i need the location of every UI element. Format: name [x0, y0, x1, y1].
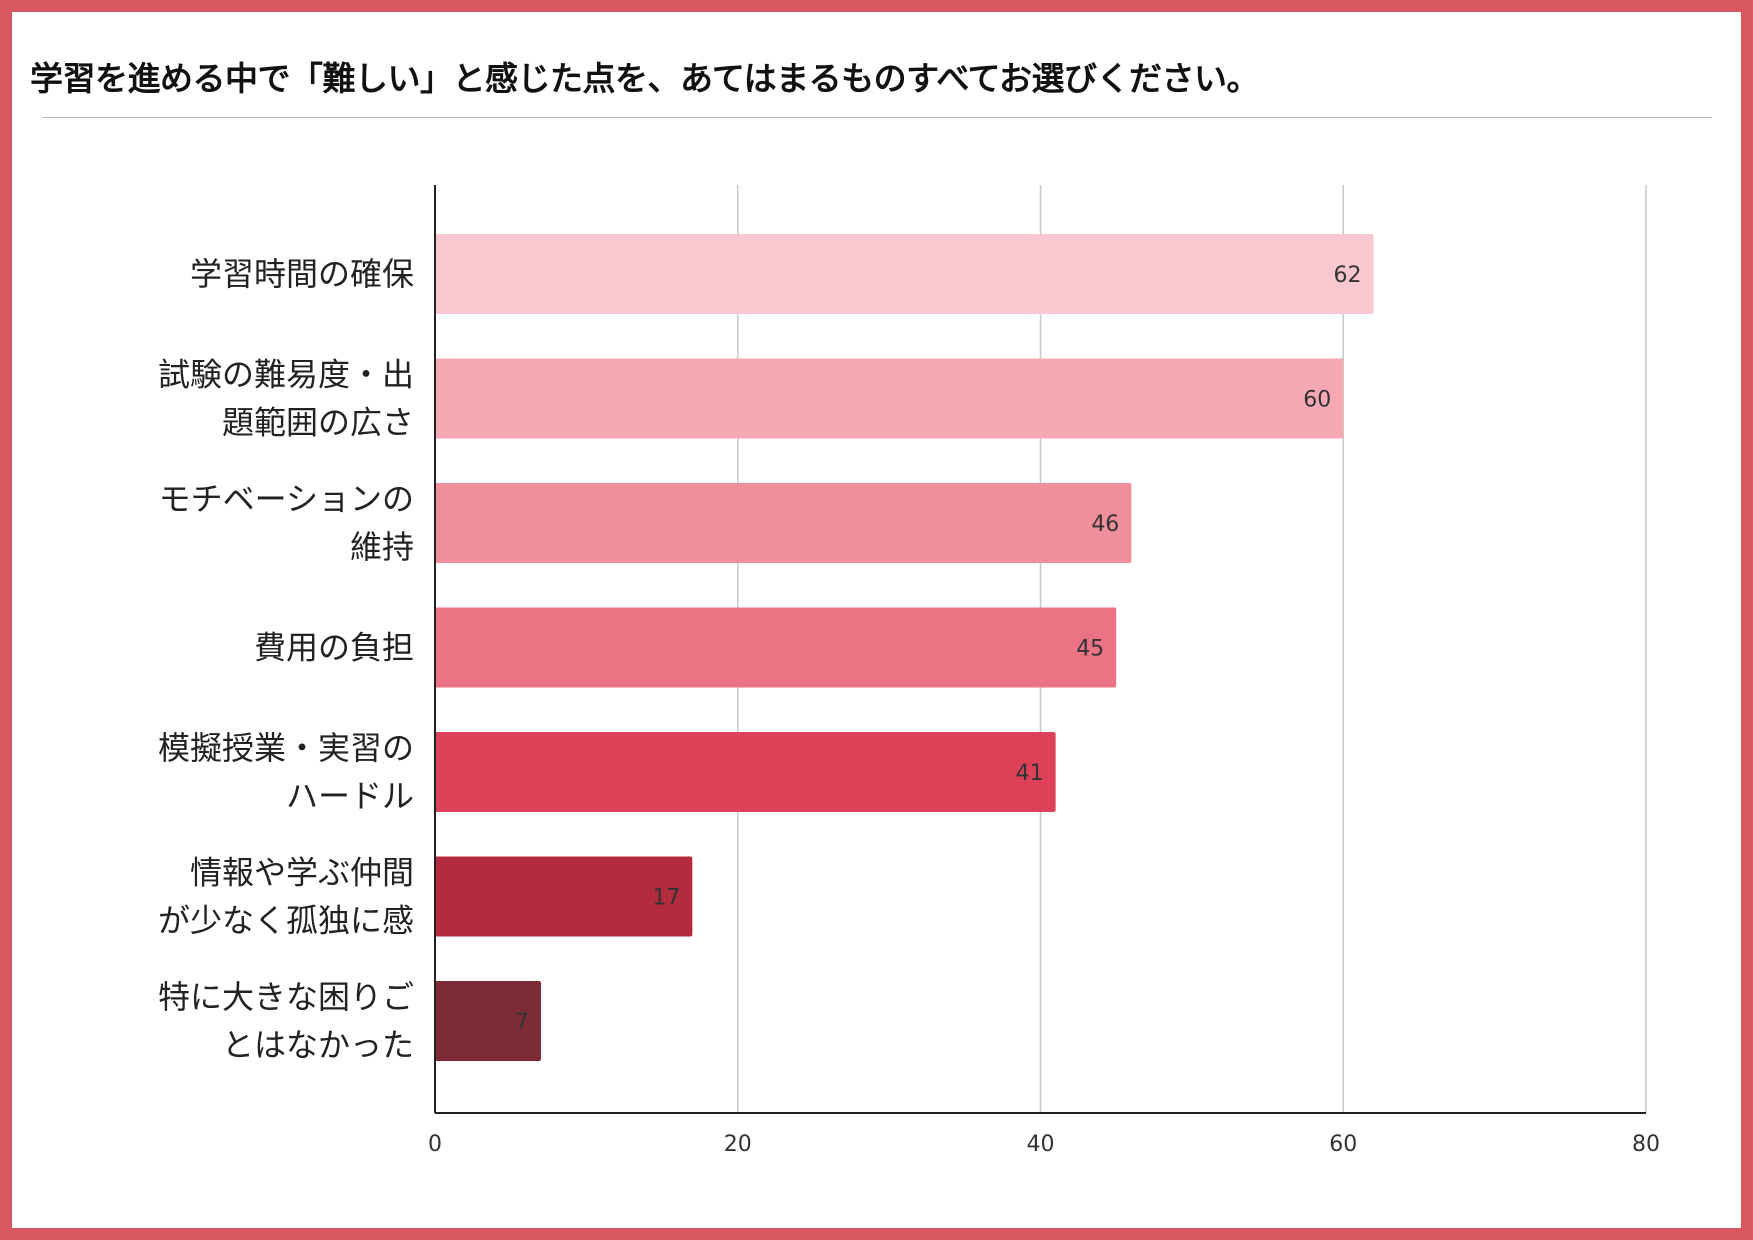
data-label: 41	[1016, 761, 1044, 786]
category-label: 学習時間の確保	[190, 255, 414, 293]
bar	[435, 981, 541, 1061]
x-tick-label: 80	[1632, 1132, 1660, 1157]
bar	[435, 607, 1117, 688]
data-label: 45	[1076, 637, 1104, 662]
category-label: 情報や学ぶ仲間	[190, 854, 414, 892]
bar	[435, 483, 1132, 563]
category-label: が少なく孤独に感	[158, 902, 414, 940]
bar	[435, 234, 1374, 314]
tick-labels: 0 20 40 60 80	[428, 1132, 1660, 1157]
category-label: モチベーションの	[159, 480, 414, 518]
data-label: 17	[652, 886, 680, 911]
x-tick-label: 20	[724, 1132, 752, 1157]
title-divider	[42, 117, 1712, 118]
category-labels: 学習時間の確保試験の難易度・出題範囲の広さモチベーションの維持費用の負担模擬授業…	[158, 255, 414, 1064]
x-tick-label: 40	[1027, 1132, 1055, 1157]
category-label: とはなかった	[222, 1026, 414, 1064]
x-tick-label: 0	[428, 1132, 442, 1157]
data-label: 60	[1303, 388, 1331, 413]
category-label: 模擬授業・実習の	[158, 729, 414, 767]
x-tick-label: 60	[1329, 1132, 1357, 1157]
data-label: 46	[1091, 512, 1119, 537]
chart-title: 学習を進める中で「難しい」と感じた点を、あてはまるものすべてお選びください。	[30, 59, 1260, 98]
axes	[434, 185, 1646, 1114]
category-label: 費用の負担	[254, 629, 414, 667]
data-label: 7	[515, 1010, 529, 1035]
category-label: 試験の難易度・出	[158, 356, 414, 394]
bar	[435, 856, 693, 937]
bar	[435, 358, 1344, 439]
category-label: 題範囲の広さ	[222, 404, 414, 442]
category-label: 特に大きな困りご	[158, 978, 414, 1016]
bar	[435, 732, 1056, 812]
bars: 62 60 46 45 41 17 7	[435, 234, 1374, 1061]
category-label: ハードル	[286, 777, 414, 815]
category-label: 維持	[350, 528, 414, 566]
data-label: 62	[1334, 263, 1362, 288]
